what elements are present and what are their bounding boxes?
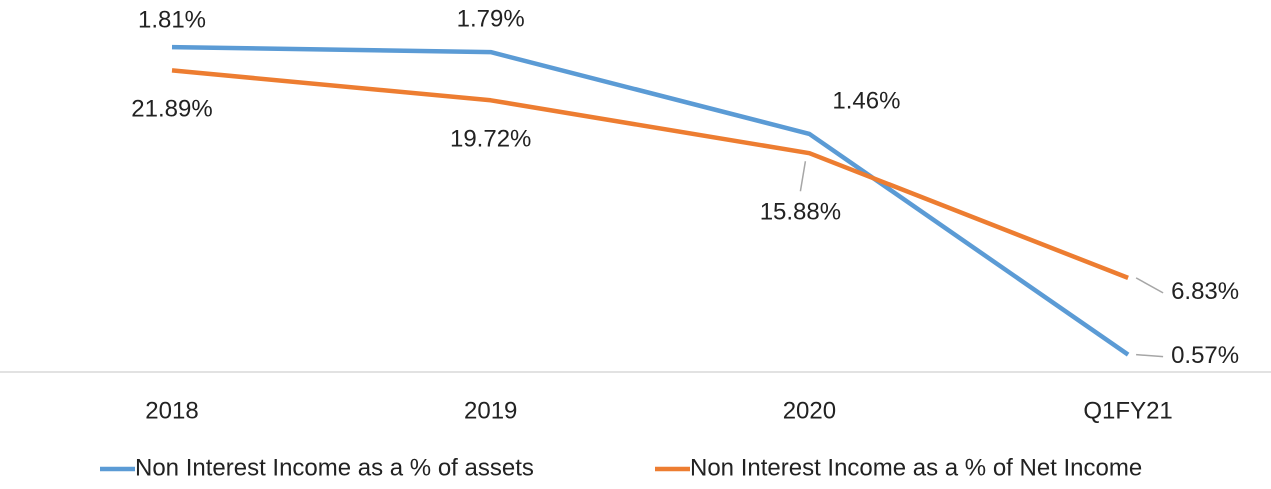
data-label: 1.46% xyxy=(832,87,900,114)
x-tick-label: 2019 xyxy=(464,397,517,424)
leader-line xyxy=(1135,277,1164,294)
line-series xyxy=(171,44,1130,357)
x-tick-label: 2020 xyxy=(783,397,836,424)
data-label: 0.57% xyxy=(1171,342,1239,369)
data-label: 1.81% xyxy=(138,6,206,33)
data-label: 1.79% xyxy=(457,5,525,32)
data-label: 19.72% xyxy=(450,126,531,153)
x-tick-label: Q1FY21 xyxy=(1083,397,1172,424)
legend-label: Non Interest Income as a % of Net Income xyxy=(690,454,1142,481)
data-label: 15.88% xyxy=(760,199,841,226)
line-series xyxy=(171,68,1129,280)
legend-label: Non Interest Income as a % of assets xyxy=(135,454,534,481)
leader-line xyxy=(1136,353,1164,358)
data-label: 21.89% xyxy=(131,96,212,123)
x-tick-label: 2018 xyxy=(145,397,198,424)
leader-line xyxy=(799,161,807,192)
data-label: 6.83% xyxy=(1171,278,1239,305)
